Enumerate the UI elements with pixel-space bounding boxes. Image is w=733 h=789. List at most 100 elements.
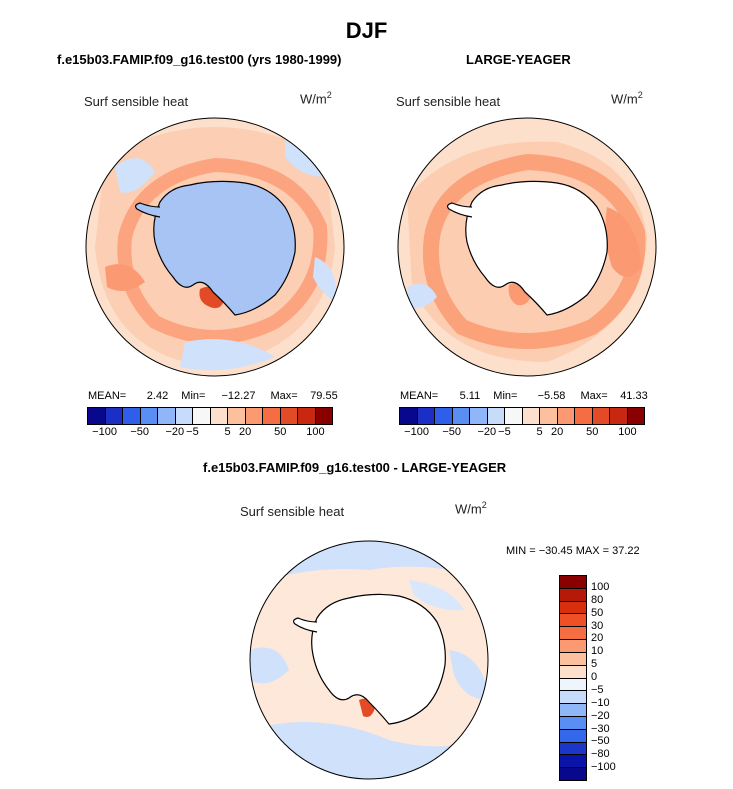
colorbar-tick-label: −20 bbox=[165, 426, 185, 438]
colorbar-swatch bbox=[560, 640, 586, 653]
colorbar-swatch bbox=[560, 665, 586, 679]
obs-colorbar-ticks: −100 −50 −20 −5 5 20 50 100 bbox=[399, 426, 645, 440]
obs-map-antarctica bbox=[465, 180, 608, 316]
colorbar-swatch bbox=[560, 691, 586, 705]
colorbar-tick-label: −5 bbox=[591, 683, 604, 696]
colorbar-swatch bbox=[158, 408, 176, 424]
colorbar-swatch bbox=[560, 704, 586, 717]
colorbar-swatch bbox=[560, 601, 586, 615]
colorbar-tick-label: 0 bbox=[591, 671, 598, 683]
colorbar-swatch bbox=[298, 408, 316, 424]
colorbar-swatch bbox=[560, 652, 586, 666]
diff-map bbox=[249, 540, 489, 780]
colorbar-swatch bbox=[487, 408, 505, 424]
diff-map-blue-patch-w bbox=[250, 647, 289, 684]
colorbar-swatch bbox=[140, 408, 158, 424]
diff-colorbar bbox=[559, 575, 587, 781]
colorbar-tick-label: 20 bbox=[551, 426, 564, 438]
colorbar-swatch bbox=[560, 729, 586, 743]
colorbar-swatch bbox=[560, 627, 586, 641]
colorbar-tick-label: 100 bbox=[591, 580, 610, 593]
colorbar-swatch bbox=[560, 614, 586, 628]
diff-colorbar-ticks: 100 80 50 30 20 10 5 0 −5 −10 −20 −30 −50 −80 −100 bbox=[591, 575, 631, 779]
colorbar-swatch bbox=[210, 408, 228, 424]
colorbar-swatch bbox=[522, 408, 540, 424]
colorbar-tick-label: −50 bbox=[591, 735, 610, 748]
colorbar-tick-label: −30 bbox=[591, 722, 610, 735]
colorbar-tick-label: −10 bbox=[591, 696, 610, 709]
colorbar-swatch bbox=[452, 408, 470, 424]
colorbar-swatch bbox=[400, 408, 418, 424]
colorbar-swatch bbox=[557, 408, 575, 424]
obs-map bbox=[397, 117, 657, 377]
colorbar-swatch bbox=[263, 408, 281, 424]
obs-colorbar bbox=[399, 407, 645, 425]
colorbar-swatch bbox=[505, 408, 523, 424]
colorbar-tick-label: −20 bbox=[591, 709, 610, 722]
colorbar-swatch bbox=[470, 408, 488, 424]
obs-map-peninsula bbox=[446, 202, 473, 218]
colorbar-swatch bbox=[560, 678, 586, 692]
model-panel-title: f.e15b03.FAMIP.f09_g16.test00 (yrs 1980-… bbox=[57, 52, 342, 67]
colorbar-swatch bbox=[88, 408, 106, 424]
obs-map-orange-patch-e bbox=[605, 207, 642, 277]
obs-stats: MEAN= 5.11 Min= −5.58 Max= 41.33 bbox=[400, 390, 648, 402]
obs-units-label: W/m2 bbox=[611, 90, 643, 107]
colorbar-swatch bbox=[315, 408, 332, 424]
model-map-border bbox=[85, 117, 345, 377]
colorbar-swatch bbox=[560, 755, 586, 769]
colorbar-swatch bbox=[610, 408, 628, 424]
colorbar-swatch bbox=[540, 408, 558, 424]
colorbar-swatch bbox=[280, 408, 298, 424]
diff-map-border bbox=[249, 540, 489, 780]
colorbar-swatch bbox=[560, 742, 586, 756]
colorbar-tick-label: 5 bbox=[536, 426, 543, 438]
model-map-blue-patch-e bbox=[313, 257, 336, 302]
diff-variable-label: Surf sensible heat bbox=[240, 504, 345, 519]
model-map-antarctica bbox=[153, 180, 296, 316]
figure-title: DJF bbox=[345, 18, 388, 43]
model-map-blue-patch-ne bbox=[285, 137, 325, 177]
colorbar-tick-label: 30 bbox=[591, 619, 604, 632]
model-colorbar-ticks: −100 −50 −20 −5 5 20 50 100 bbox=[87, 426, 333, 440]
colorbar-tick-label: 20 bbox=[239, 426, 252, 438]
model-map-blue-patch-nw bbox=[115, 158, 155, 193]
diff-panel-title: f.e15b03.FAMIP.f09_g16.test00 - LARGE-YE… bbox=[203, 460, 507, 475]
colorbar-tick-label: −5 bbox=[186, 426, 199, 438]
colorbar-tick-label: 80 bbox=[591, 593, 604, 606]
diff-map-blue-patch-e bbox=[449, 650, 488, 700]
colorbar-tick-label: 50 bbox=[591, 606, 604, 619]
colorbar-swatch bbox=[560, 716, 586, 730]
model-map bbox=[85, 117, 345, 377]
colorbar-tick-label: −20 bbox=[477, 426, 497, 438]
colorbar-tick-label: −50 bbox=[130, 426, 150, 438]
colorbar-swatch bbox=[175, 408, 193, 424]
colorbar-tick-label: 10 bbox=[591, 645, 604, 658]
colorbar-tick-label: 20 bbox=[591, 632, 604, 645]
colorbar-swatch bbox=[245, 408, 263, 424]
colorbar-swatch bbox=[123, 408, 141, 424]
model-units-label: W/m2 bbox=[300, 90, 332, 107]
colorbar-swatch bbox=[105, 408, 123, 424]
diff-units-label: W/m2 bbox=[455, 500, 487, 517]
colorbar-tick-label: −80 bbox=[591, 748, 610, 761]
colorbar-tick-label: −100 bbox=[591, 761, 616, 774]
model-map-peninsula bbox=[134, 202, 161, 218]
model-map-orange-patch-w bbox=[105, 264, 145, 291]
colorbar-tick-label: 50 bbox=[586, 426, 599, 438]
colorbar-tick-label: −100 bbox=[404, 426, 429, 438]
obs-variable-label: Surf sensible heat bbox=[396, 94, 501, 109]
colorbar-tick-label: 100 bbox=[306, 426, 325, 438]
colorbar-tick-label: −50 bbox=[442, 426, 462, 438]
diff-minmax: MIN = −30.45 MAX = 37.22 bbox=[506, 545, 640, 557]
colorbar-swatch bbox=[560, 576, 586, 589]
colorbar-swatch bbox=[627, 408, 644, 424]
colorbar-tick-label: 100 bbox=[618, 426, 637, 438]
diff-map-peninsula bbox=[292, 617, 318, 633]
colorbar-swatch bbox=[560, 588, 586, 602]
colorbar-tick-label: −100 bbox=[92, 426, 117, 438]
diff-map-antarctica bbox=[311, 593, 446, 725]
obs-map-border bbox=[397, 117, 657, 377]
diff-map-blue-patch-ne bbox=[409, 580, 464, 611]
obs-panel-title: LARGE-YEAGER bbox=[466, 52, 571, 67]
